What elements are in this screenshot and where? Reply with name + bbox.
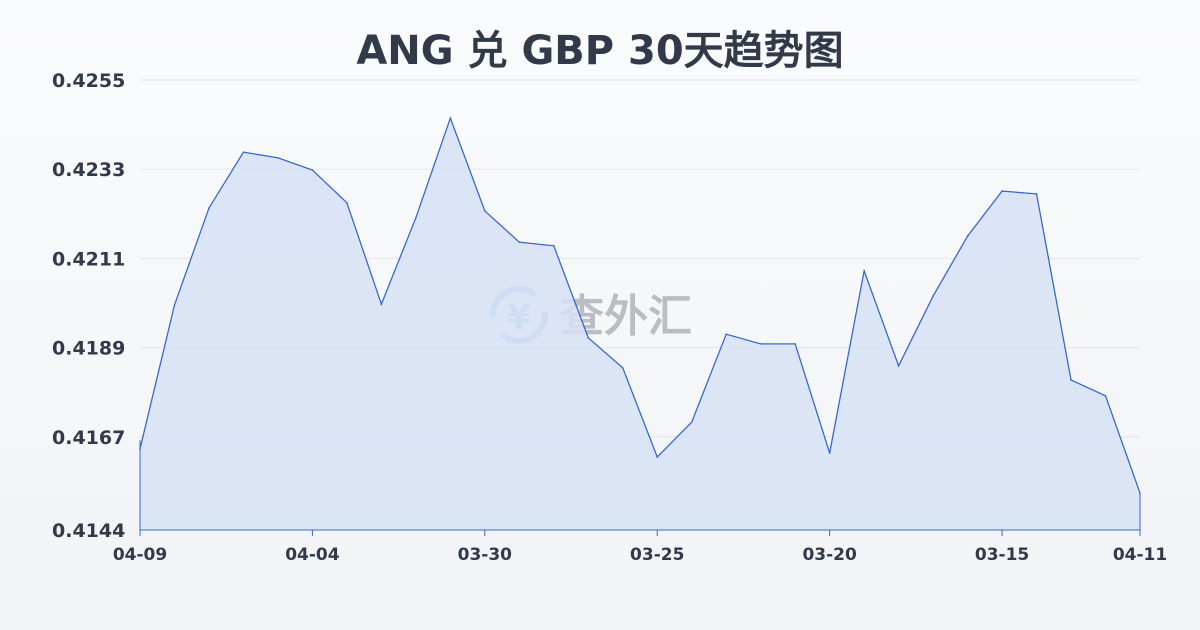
x-tick-label: 03-25 <box>630 545 684 565</box>
data-point <box>346 202 348 204</box>
data-point <box>1139 492 1141 494</box>
data-point <box>415 217 417 219</box>
data-point <box>1104 395 1107 397</box>
data-point <box>449 117 452 119</box>
data-point <box>794 343 796 345</box>
data-point <box>759 343 762 345</box>
data-point <box>380 303 383 305</box>
y-tick-label: 0.4211 <box>52 248 125 270</box>
y-tick-label: 0.4167 <box>52 427 125 449</box>
data-point <box>725 333 728 335</box>
y-tick-label: 0.4233 <box>52 159 125 181</box>
x-tick-label: 03-30 <box>458 545 513 565</box>
y-axis: 0.4144 0.4167 0.4189 0.4211 0.4233 0.4255 <box>52 70 125 542</box>
data-point <box>587 337 590 339</box>
y-tick-label: 0.4144 <box>52 520 125 542</box>
chart-title: ANG 兑 GBP 30天趋势图 <box>356 28 844 74</box>
x-tick-label: 03-20 <box>802 545 857 565</box>
x-tick-label: 03-15 <box>975 545 1029 565</box>
data-point <box>828 452 831 454</box>
data-point <box>897 365 900 367</box>
data-points <box>139 117 1141 494</box>
data-point <box>242 151 245 153</box>
data-point <box>656 456 659 458</box>
data-point <box>173 304 176 306</box>
x-tick-label: 04-04 <box>285 545 340 565</box>
series-line <box>139 116 1141 494</box>
data-point <box>208 207 210 209</box>
data-point <box>621 367 624 369</box>
data-point <box>552 245 555 247</box>
data-point <box>690 421 693 423</box>
data-point <box>139 448 141 450</box>
y-tick-label: 0.4189 <box>52 338 125 360</box>
x-tick-label: 04-09 <box>113 545 167 565</box>
data-point <box>277 157 279 159</box>
y-tick-label: 0.4255 <box>52 70 125 92</box>
data-point <box>1035 193 1038 195</box>
data-point <box>1070 379 1072 381</box>
data-point <box>966 235 969 237</box>
data-point <box>518 241 521 243</box>
data-point <box>1001 190 1003 192</box>
data-point <box>484 210 486 212</box>
x-axis: 04-09 04-04 03-30 03-25 03-20 03-15 04-11 <box>113 440 1167 565</box>
data-point <box>311 169 314 171</box>
data-point <box>863 270 865 272</box>
x-tick-label: 04-11 <box>1113 545 1167 565</box>
data-point <box>932 295 934 297</box>
